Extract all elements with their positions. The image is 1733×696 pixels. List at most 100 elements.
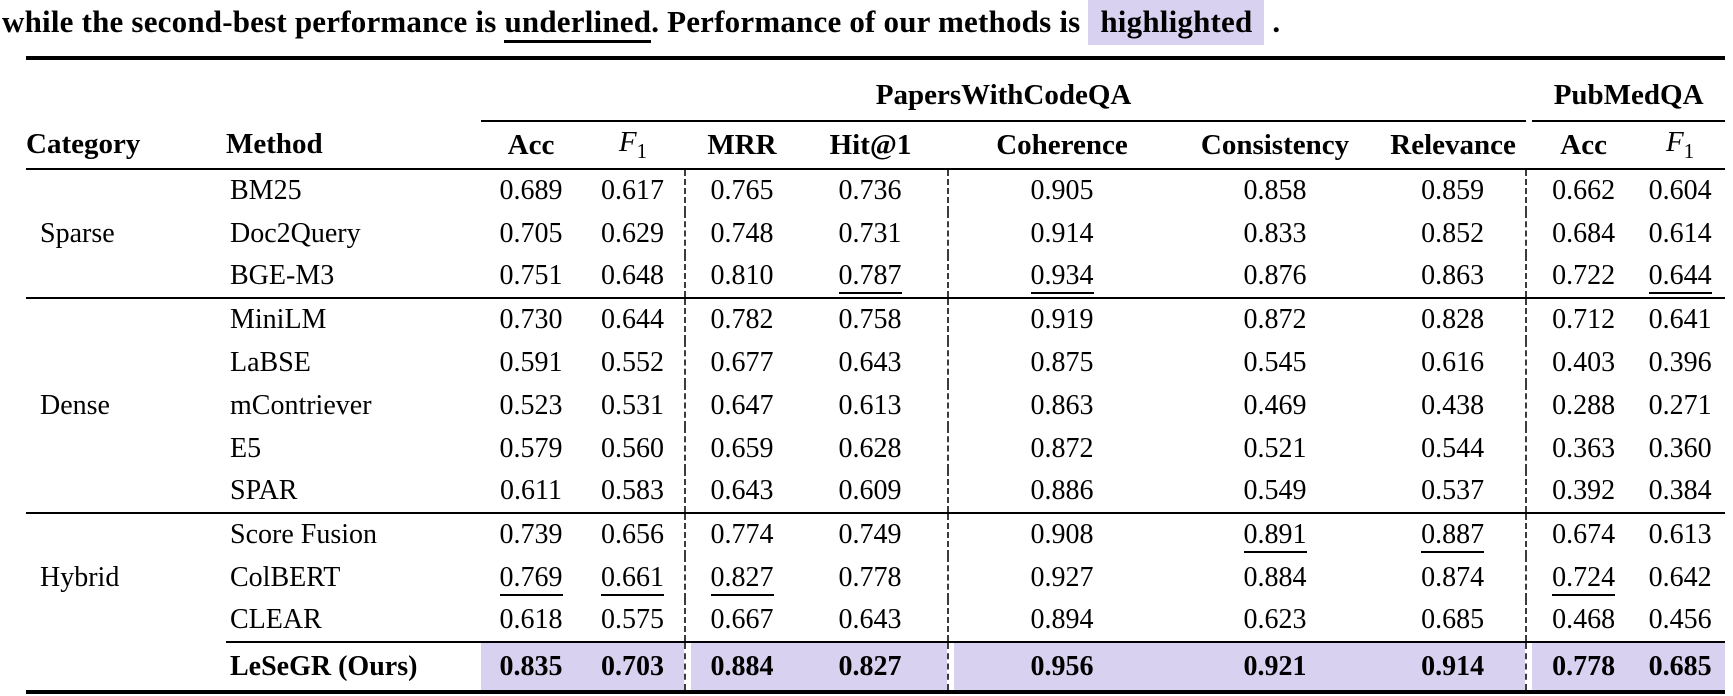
table-caption: while the second-best performance is und… <box>2 0 1733 45</box>
col-header-consistency: Consistency <box>1170 121 1380 170</box>
group-header-row: PapersWithCodeQA PubMedQA <box>26 56 1726 122</box>
value-cell: 0.468 <box>1552 604 1616 635</box>
value-cell: 0.875 <box>1030 346 1094 378</box>
ours-row: LeSeGR (Ours) 0.835 0.703 0.884 0.827 0.956 0.… <box>26 641 1726 694</box>
value-cell: 0.583 <box>601 475 664 506</box>
highlighted-value-cell: 0.914 <box>1380 641 1527 694</box>
table-row: ColBERT 0.769 0.661 0.827 0.778 0.927 0.884 0.8… <box>26 556 1725 599</box>
value-cell: 0.661 <box>581 556 685 599</box>
column-separator <box>1525 556 1533 599</box>
value-cell: 0.552 <box>601 346 664 378</box>
value-cell: 0.469 <box>1243 389 1307 421</box>
method-cell: BGE-M3 <box>230 260 335 291</box>
method-cell: LeSeGR (Ours) <box>226 641 481 694</box>
column-separator <box>1525 212 1533 255</box>
value-cell: 0.560 <box>601 432 664 464</box>
value-cell: 0.705 <box>499 217 563 249</box>
underlined-value: 0.787 <box>838 260 902 294</box>
value-cell: 0.872 <box>1170 297 1380 341</box>
col-separator <box>1526 121 1533 170</box>
value-cell: 0.927 <box>1030 561 1094 593</box>
value-cell: 0.628 <box>838 432 902 464</box>
column-separator <box>947 168 954 212</box>
col-header-coherence: Coherence <box>954 121 1170 170</box>
col-header-acc: Acc <box>481 121 581 170</box>
col-header-pub-f1: F1 <box>1635 121 1726 170</box>
column-separator <box>947 341 954 384</box>
method-cell: MiniLM <box>226 297 481 341</box>
value-cell: 0.623 <box>1243 604 1307 635</box>
value-cell: 0.403 <box>1552 346 1616 378</box>
value-cell: 0.787 <box>793 255 948 298</box>
value-cell: 0.828 <box>1380 297 1527 341</box>
column-separator <box>1525 512 1533 556</box>
column-separator <box>947 427 954 470</box>
column-separator <box>1525 470 1533 513</box>
value-cell: 0.919 <box>954 297 1170 341</box>
value-cell: 0.876 <box>1243 260 1307 291</box>
value-cell: 0.859 <box>1380 168 1527 212</box>
table-row: Doc2Query 0.705 0.629 0.748 0.731 0.914 0.833 0… <box>26 212 1725 255</box>
value-cell: 0.731 <box>838 217 902 249</box>
table-row: BGE-M3 0.751 0.648 0.810 0.787 0.934 0.876 0.86… <box>26 255 1725 298</box>
value-cell: 0.613 <box>1635 512 1726 556</box>
category-cell: Sparse <box>26 168 226 298</box>
value-cell: 0.662 <box>1532 168 1636 212</box>
value-cell: 0.908 <box>954 512 1170 556</box>
method-cell: LaBSE <box>230 346 311 378</box>
method-cell: mContriever <box>230 389 372 421</box>
value-cell: 0.894 <box>1030 604 1094 635</box>
value-cell: 0.769 <box>481 556 581 599</box>
column-separator <box>684 427 691 470</box>
value-cell: 0.521 <box>1243 432 1307 464</box>
value-cell: 0.891 <box>1170 512 1380 556</box>
value-cell: 0.549 <box>1243 475 1307 506</box>
value-cell: 0.886 <box>1030 475 1094 506</box>
column-separator <box>1525 255 1533 298</box>
category-cell: Hybrid <box>26 512 226 642</box>
value-cell: 0.545 <box>1243 346 1307 378</box>
value-cell: 0.739 <box>481 512 581 556</box>
value-cell: 0.748 <box>710 217 774 249</box>
underlined-value: 0.769 <box>499 561 563 596</box>
value-cell: 0.863 <box>1030 389 1094 421</box>
value-cell: 0.674 <box>1532 512 1636 556</box>
column-separator <box>947 556 954 599</box>
value-cell: 0.684 <box>1552 217 1616 249</box>
group-header-gap <box>1526 56 1533 121</box>
value-cell: 0.363 <box>1552 432 1616 464</box>
value-cell: 0.641 <box>1635 297 1726 341</box>
value-cell: 0.677 <box>710 346 774 378</box>
value-cell: 0.531 <box>601 389 664 421</box>
caption-pre-text: while the second-best performance is <box>2 4 505 39</box>
column-separator <box>1525 599 1533 642</box>
highlighted-value-cell: 0.884 <box>691 641 793 694</box>
column-separator <box>684 297 691 341</box>
column-separator <box>684 641 691 694</box>
table-row: Sparse BM25 0.689 0.617 0.765 0.736 0.905 0.858… <box>26 168 1726 298</box>
value-cell: 0.537 <box>1421 475 1485 506</box>
group-header-spacer <box>226 56 481 121</box>
value-cell: 0.659 <box>710 432 774 464</box>
value-cell: 0.618 <box>499 604 563 635</box>
value-cell: 0.438 <box>1421 389 1485 421</box>
caption-highlighted-word: highlighted <box>1088 0 1265 45</box>
value-cell: 0.643 <box>838 604 902 635</box>
highlighted-value-cell: 0.956 <box>954 641 1170 694</box>
category-cell: Dense <box>26 297 226 513</box>
value-cell: 0.872 <box>1030 432 1094 464</box>
value-cell: 0.384 <box>1648 475 1712 506</box>
col-separator <box>685 121 691 170</box>
value-cell: 0.629 <box>601 217 664 249</box>
underlined-value: 0.661 <box>601 561 664 596</box>
value-cell: 0.616 <box>1421 346 1485 378</box>
column-separator <box>1525 427 1533 470</box>
underlined-value: 0.887 <box>1421 519 1485 553</box>
group-header-pubmedqa: PubMedQA <box>1532 56 1726 122</box>
method-cell: E5 <box>230 432 262 464</box>
value-cell: 0.765 <box>691 168 793 212</box>
value-cell: 0.456 <box>1648 604 1712 635</box>
value-cell: 0.774 <box>691 512 793 556</box>
value-cell: 0.667 <box>710 604 774 635</box>
value-cell: 0.887 <box>1380 512 1527 556</box>
